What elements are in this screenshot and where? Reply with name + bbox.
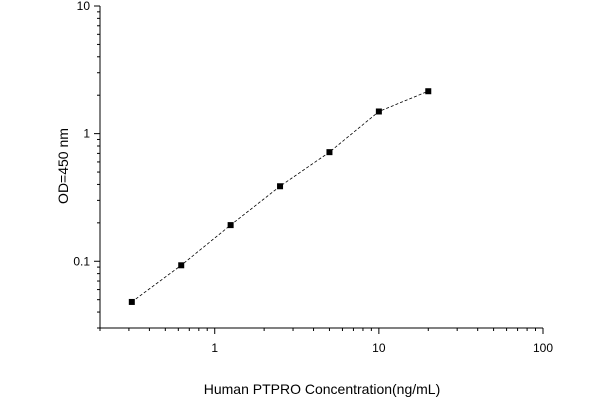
data-points [128, 88, 432, 305]
axes [99, 6, 543, 329]
data-point [227, 222, 234, 229]
data-point [178, 262, 185, 269]
x-tick-label: 1 [211, 341, 218, 355]
data-point [425, 88, 432, 95]
data-point [128, 298, 135, 305]
y-tick-label: 1 [83, 127, 90, 141]
data-point [277, 183, 284, 190]
y-tick-label: 0.1 [73, 254, 90, 268]
y-axis-title: OD=450 nm [55, 128, 71, 204]
x-axis-title: Human PTPRO Concentration(ng/mL) [204, 381, 441, 397]
x-tick-label: 100 [533, 341, 553, 355]
y-tick-label: 10 [77, 0, 91, 13]
data-point [375, 108, 382, 115]
ticks: 1 10 100 0.1 1 10 [73, 0, 553, 355]
series-line-group [131, 90, 429, 303]
series-line [131, 90, 429, 303]
data-point [326, 149, 333, 156]
x-tick-label: 10 [372, 341, 386, 355]
